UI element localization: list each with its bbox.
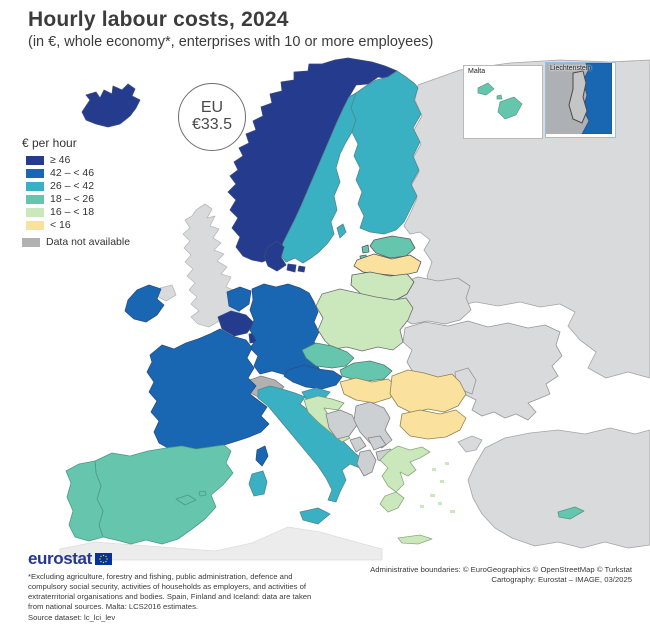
legend-swatch-18-26	[26, 194, 44, 204]
country-turkey	[457, 427, 650, 549]
island-sicily	[299, 507, 331, 525]
header: Hourly labour costs, 2024 (in €, whole e…	[28, 8, 628, 50]
legend-title: € per hour	[22, 136, 77, 150]
country-portugal	[65, 460, 104, 542]
country-finland	[350, 70, 422, 235]
legend-item: ≥ 46	[26, 154, 162, 166]
country-hungary	[339, 377, 399, 404]
country-iceland	[81, 83, 141, 128]
country-kosovo	[367, 435, 387, 451]
legend-swatch-42-46	[26, 168, 44, 178]
inset-malta: Malta	[463, 65, 543, 139]
island-corsica	[255, 445, 269, 467]
island-gotland	[336, 223, 347, 239]
legend-label: 26 – < 42	[50, 180, 95, 192]
region-peloponnese	[379, 491, 405, 513]
country-czechia	[301, 342, 355, 369]
country-germany	[249, 283, 321, 376]
legend-label: ≥ 46	[50, 154, 71, 166]
legend-item: 16 – < 18	[26, 206, 162, 218]
eurostat-logo: eurostat	[28, 549, 112, 569]
country-poland	[315, 288, 414, 352]
country-netherlands	[226, 286, 252, 312]
legend-item: < 16	[26, 219, 162, 231]
island-crete	[397, 534, 433, 545]
landmass-africa	[59, 526, 383, 561]
inset-liechtenstein: Liechtenstein	[545, 62, 616, 138]
country-northern-ireland	[156, 284, 177, 302]
eurostat-logo-text: eurostat	[28, 549, 92, 568]
legend-swatch-lt16	[26, 220, 44, 230]
country-bulgaria	[399, 409, 467, 440]
country-slovakia	[339, 360, 393, 382]
map-legend: € per hour ≥ 46 42 – < 46 26 – < 42 18 –…	[22, 136, 162, 250]
islands-aegean	[420, 462, 455, 513]
country-liechtenstein	[568, 70, 588, 124]
source-dataset: Source dataset: lc_lci_lev	[28, 613, 116, 622]
country-albania	[356, 449, 377, 477]
footnote-text: *Excluding agriculture, forestry and fis…	[28, 572, 312, 611]
page-title: Hourly labour costs, 2024	[28, 8, 289, 31]
attribution-boundaries: Administrative boundaries: © EuroGeograp…	[370, 565, 632, 574]
islands-denmark	[286, 263, 306, 273]
country-montenegro	[349, 436, 367, 453]
country-austria	[283, 364, 343, 390]
island-gozo-malta	[477, 82, 523, 120]
legend-item: 42 – < 46	[26, 167, 162, 179]
legend-item: 26 – < 42	[26, 180, 162, 192]
legend-item-no-data: Data not available	[22, 236, 162, 248]
eu-flag-icon	[94, 553, 112, 565]
country-latvia	[353, 253, 422, 277]
inset-liechtenstein-map	[546, 62, 613, 135]
country-bosnia	[325, 409, 358, 440]
attribution: Administrative boundaries: © EuroGeograp…	[302, 565, 632, 585]
attribution-cartography: Cartography: Eurostat – IMAGE, 03/2025	[491, 575, 632, 584]
page-subtitle: (in €, whole economy*, enterprises with …	[28, 34, 434, 50]
legend-label: Data not available	[46, 236, 131, 248]
country-cyprus	[557, 506, 585, 520]
country-italy	[257, 385, 375, 503]
country-serbia	[353, 401, 393, 449]
country-spain	[94, 444, 234, 545]
eu-badge-label: EU	[200, 99, 224, 117]
inset-malta-label: Malta	[468, 68, 486, 75]
legend-item: 18 – < 26	[26, 193, 162, 205]
legend-label: 42 – < 46	[50, 167, 95, 179]
eu-average-badge: EU €33.5	[178, 83, 246, 151]
legend-label: < 16	[50, 219, 71, 231]
inset-malta-map	[477, 82, 523, 120]
legend-swatch-no-data	[22, 237, 40, 247]
islands-balearics	[175, 490, 207, 506]
legend-label: 18 – < 26	[50, 193, 95, 205]
country-ireland	[124, 284, 165, 323]
country-france	[146, 328, 270, 450]
country-lithuania	[350, 271, 415, 302]
country-denmark	[263, 240, 287, 272]
legend-swatch-16-18	[26, 207, 44, 217]
island-sardinia	[248, 470, 268, 497]
inset-liechtenstein-label: Liechtenstein	[550, 65, 592, 72]
country-romania	[389, 369, 467, 414]
country-uk	[182, 203, 242, 328]
footnote: *Excluding agriculture, forestry and fis…	[28, 572, 328, 623]
legend-swatch-ge46	[26, 155, 44, 165]
country-greece	[379, 445, 431, 493]
legend-swatch-26-42	[26, 181, 44, 191]
eu-badge-value: €33.5	[191, 116, 233, 133]
legend-label: 16 – < 18	[50, 206, 95, 218]
